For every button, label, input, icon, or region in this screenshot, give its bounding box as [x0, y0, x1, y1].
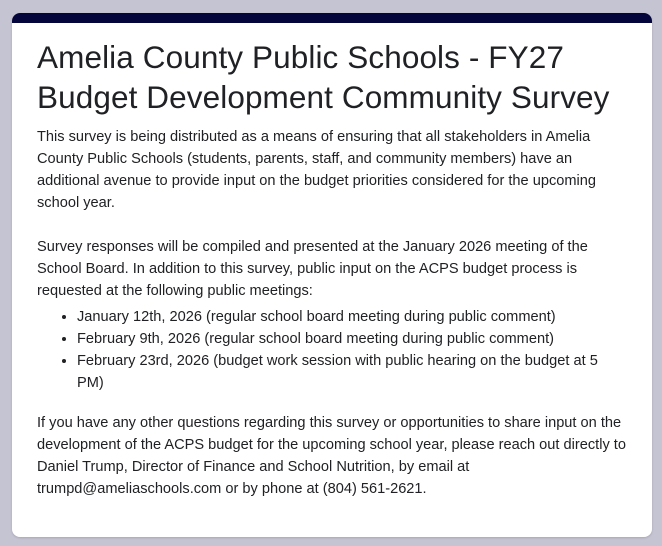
- list-item: January 12th, 2026 (regular school board…: [77, 306, 628, 328]
- form-description: This survey is being distributed as a me…: [37, 126, 628, 500]
- description-paragraph-1: This survey is being distributed as a me…: [37, 129, 596, 211]
- meetings-list: January 12th, 2026 (regular school board…: [37, 306, 628, 394]
- list-item: February 23rd, 2026 (budget work session…: [77, 350, 628, 394]
- theme-accent-bar: [12, 13, 652, 23]
- form-title: Amelia County Public Schools - FY27 Budg…: [37, 39, 610, 115]
- list-item: February 9th, 2026 (regular school board…: [77, 328, 628, 350]
- description-paragraph-3: If you have any other questions regardin…: [37, 415, 626, 497]
- form-header-card: Amelia County Public Schools - FY27 Budg…: [12, 13, 652, 537]
- description-paragraph-2: Survey responses will be compiled and pr…: [37, 239, 588, 299]
